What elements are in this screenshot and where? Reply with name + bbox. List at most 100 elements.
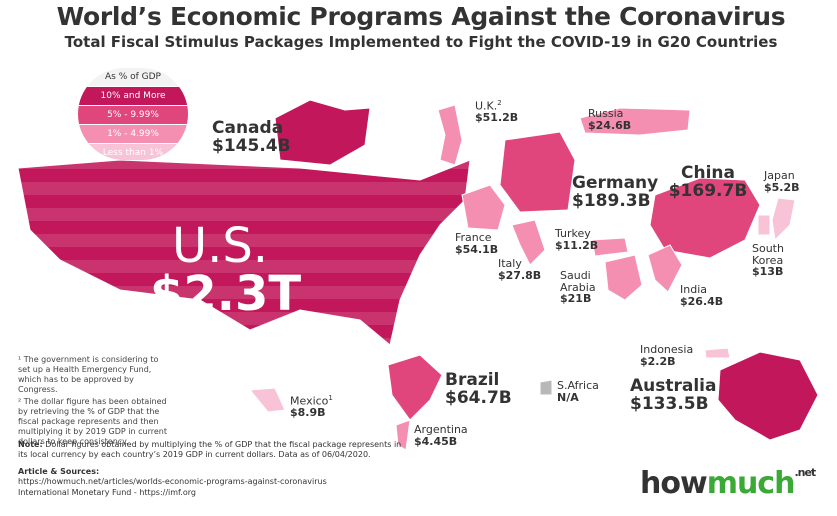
source-line: International Monetary Fund - https://im… (18, 487, 196, 497)
country-label: South Korea $13B (752, 243, 797, 278)
sources: Article & Sources: https://howmuch.net/a… (18, 467, 438, 498)
country-label: Mexico1 $8.9B (290, 394, 350, 420)
note-text: Dollar figures obtained by multiplying t… (18, 440, 402, 460)
legend-item: 10% and More (78, 86, 188, 105)
country-amount: $21B (560, 292, 592, 306)
footnote: ² The dollar figure has been obtained by… (18, 397, 167, 446)
country-label: U.S. $2.3T (150, 218, 302, 322)
country-shape (717, 351, 819, 441)
legend-item: 5% - 9.99% (78, 105, 188, 124)
country-name: France (455, 231, 492, 244)
logo-how: how (640, 466, 708, 501)
country-shape (649, 177, 761, 259)
country-amount: $64.7B (445, 387, 512, 408)
flag-stripes (18, 160, 470, 345)
country-shape (274, 99, 371, 166)
country-amount: $27.8B (498, 268, 542, 282)
country-shape (771, 197, 796, 242)
country-amount: $169.7B (668, 180, 748, 201)
subtitle: Total Fiscal Stimulus Packages Implement… (64, 33, 778, 51)
country-label: India $26.4B (680, 284, 730, 307)
country-name: U.S. (171, 218, 269, 274)
country-name: Mexico1 (290, 394, 333, 408)
country-name: Brazil (445, 370, 500, 390)
country-amount: $54.1B (455, 242, 499, 256)
country-shape (539, 379, 553, 396)
country-label: U.K.2 $51.2B (475, 99, 535, 125)
logo: howmuch.net (640, 466, 816, 501)
country-name: S.Africa (557, 379, 599, 392)
country-label: Argentina $4.45B (414, 424, 484, 447)
country-shape (704, 347, 731, 359)
country-shape (437, 104, 463, 166)
country-name: Canada (212, 118, 284, 138)
note-label: Note: (18, 440, 43, 449)
note: Note: Dollar figures obtained by multipl… (18, 440, 403, 461)
country-name: Italy (498, 257, 522, 270)
country-amount: $4.45B (414, 434, 458, 448)
country-name: Turkey (555, 227, 591, 240)
country-label: Brazil $64.7B (445, 370, 515, 408)
country-shape (395, 419, 411, 451)
country-label: China $169.7B (668, 163, 748, 201)
country-amount: $133.5B (630, 393, 709, 414)
country-amount: $13B (752, 265, 784, 279)
source-line: https://howmuch.net/articles/worlds-econ… (18, 477, 327, 487)
country-label: Saudi Arabia $21B (560, 270, 605, 305)
legend-title: As % of GDP (105, 72, 161, 82)
country-amount: $5.2B (764, 180, 800, 194)
country-amount: $8.9B (290, 406, 326, 420)
country-label: Japan $5.2B (764, 170, 814, 193)
country-name: U.K.2 (475, 99, 502, 113)
footnotes: ¹ The government is considering to set u… (18, 355, 168, 449)
country-amount: $51.2B (475, 111, 519, 125)
country-label: Italy $27.8B (498, 258, 548, 281)
country-name: China (681, 163, 735, 183)
country-name: Japan (764, 169, 795, 182)
country-name: Russia (588, 107, 624, 120)
country-shape (511, 219, 546, 266)
country-shape (249, 387, 286, 413)
country-label: Indonesia $2.2B (640, 344, 700, 367)
legend-item: 1% - 4.99% (78, 124, 188, 143)
country-name: Saudi Arabia (560, 269, 596, 294)
country-label: Australia $133.5B (630, 376, 740, 414)
country-name: Indonesia (640, 343, 694, 356)
logo-much: much (706, 466, 796, 501)
country-shape (579, 107, 691, 136)
footnote-mark: 1 (328, 394, 333, 402)
country-label: S.Africa N/A (557, 380, 617, 403)
country-label: Canada $145.4B (212, 118, 292, 156)
country-name: Australia (630, 376, 717, 396)
country-amount: $145.4B (212, 135, 291, 156)
country-name: Germany (572, 173, 659, 193)
legend-item: Less than 1% (78, 143, 188, 160)
country-amount: $2.2B (640, 354, 676, 368)
country-shape (387, 354, 443, 421)
country-shape (591, 237, 629, 257)
country-name: India (680, 283, 707, 296)
country-shape (461, 184, 506, 231)
country-label: Russia $24.6B (588, 108, 648, 131)
country-amount: $189.3B (572, 190, 651, 211)
title: World’s Economic Programs Against the Co… (56, 2, 786, 31)
country-name: Argentina (414, 423, 468, 436)
sources-title: Article & Sources: (18, 467, 100, 476)
footnote: ¹ The government is considering to set u… (18, 355, 159, 394)
country-amount: $2.3T (150, 266, 302, 322)
country-amount: $24.6B (588, 118, 632, 132)
country-shape (757, 214, 771, 236)
footnote-mark: 2 (497, 99, 502, 107)
country-shape (647, 244, 683, 293)
country-shape (499, 131, 576, 213)
logo-net: .net (794, 466, 816, 479)
country-amount: $11.2B (555, 238, 599, 252)
country-label: Germany $189.3B (572, 173, 672, 211)
legend: As % of GDP 10% and More 5% - 9.99% 1% - 4… (78, 68, 188, 160)
country-amount: $26.4B (680, 294, 724, 308)
country-name: South Korea (752, 242, 784, 267)
country-label: Turkey $11.2B (555, 228, 605, 251)
country-amount: N/A (557, 390, 579, 404)
